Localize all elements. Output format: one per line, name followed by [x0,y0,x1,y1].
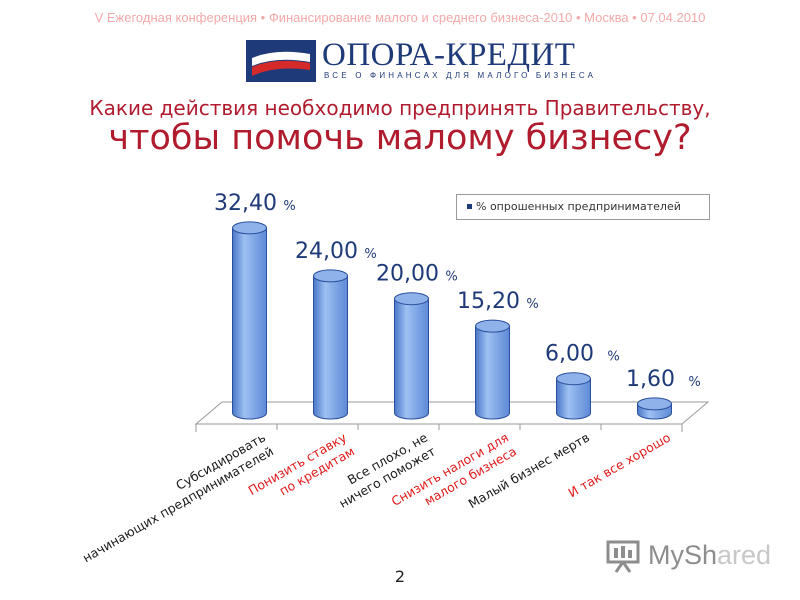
opora-kredit-logo: ОПОРА-КРЕДИТ ВСЕ О ФИНАНСАХ ДЛЯ МАЛОГО Б… [246,37,593,82]
legend: % опрошенных предпринимателей [456,194,710,220]
bar-cap [232,221,267,235]
bar-cap [394,292,429,306]
bar-cap [556,372,591,386]
flag-logo-icon [246,40,316,82]
data-label-unit: % [445,270,457,285]
bar [232,227,267,420]
bar [394,298,429,420]
bar-group [232,221,672,420]
watermark-text-main: MySh [648,540,718,570]
bar [556,378,591,420]
data-label-group: 32,40 %24,00 %20,00 %15,20 %6,00 %1,60% [214,191,701,392]
bar [475,325,510,420]
data-label-unit: % [364,247,376,262]
chart-floor [194,401,710,432]
data-label-unit: % [526,297,538,312]
slide-title-line1: Какие действия необходимо предпринять Пр… [89,96,711,120]
logo-name: ОПОРА-КРЕДИТ [322,37,576,73]
conference-header: V Ежегодная конференция • Финансирование… [94,10,706,25]
logo-tagline: ВСЕ О ФИНАНСАХ ДЛЯ МАЛОГО БИЗНЕСА [324,71,597,80]
slide-title-line2: чтобы помочь малому бизнесу? [108,118,692,158]
category-label: Субсидироватьначинающих предпринимателей [72,430,276,566]
floor-plane [194,401,710,425]
bar-cap [637,397,672,411]
page-number: 2 [394,567,406,586]
legend-swatch [467,203,472,209]
myshared-watermark: MyShared [606,536,771,576]
data-label-unit: % [283,199,295,214]
bar-cap [475,319,510,333]
data-label-unit: % [688,375,700,390]
category-label-group: Субсидироватьначинающих предпринимателей… [72,429,673,566]
watermark-text: MyShared [648,540,771,571]
data-label: 20,00 [376,262,439,287]
data-label-unit: % [607,350,619,365]
data-label: 6,00 [545,342,594,367]
watermark-text-dim: ared [717,540,772,570]
legend-label: % опрошенных предпринимателей [476,200,681,213]
data-label: 24,00 [295,239,358,264]
category-label-line: начинающих предпринимателей [80,443,276,565]
data-label: 1,60 [626,367,675,392]
bar [313,275,348,420]
data-label: 15,20 [457,289,520,314]
bar-cap [313,269,348,283]
presentation-icon [606,540,640,573]
data-label: 32,40 [214,191,277,216]
